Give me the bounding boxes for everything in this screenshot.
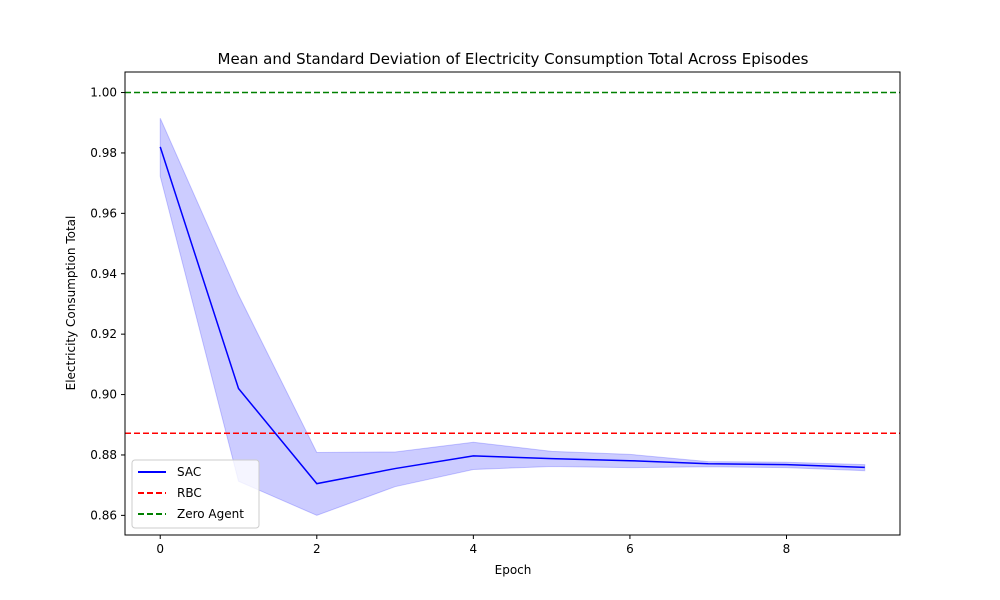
x-tick-label: 4 (470, 542, 478, 556)
legend-label-zero-agent: Zero Agent (177, 507, 244, 521)
sac-mean-line (159, 146, 865, 485)
x-tick-label: 0 (156, 542, 164, 556)
y-axis-label: Electricity Consumption Total (64, 216, 78, 391)
plot-frame (124, 71, 901, 536)
x-tick-label: 2 (313, 542, 321, 556)
legend-label-rbc: RBC (177, 486, 202, 500)
chart-title: Mean and Standard Deviation of Electrici… (218, 50, 809, 68)
y-tick-label: 0.92 (90, 327, 117, 341)
y-tick-label: 0.96 (90, 206, 117, 220)
y-tick-label: 0.88 (90, 448, 117, 462)
sac-std-band (159, 118, 866, 516)
legend: SAC RBC Zero Agent (131, 459, 260, 529)
x-axis: 0 2 4 6 8 (156, 535, 790, 556)
y-tick-label: 1.00 (90, 86, 117, 100)
x-axis-label: Epoch (495, 563, 532, 577)
x-tick-label: 8 (783, 542, 791, 556)
y-tick-label: 0.98 (90, 146, 117, 160)
y-axis: 0.86 0.88 0.90 0.92 0.94 0.96 0.98 1.00 (90, 86, 125, 522)
plot-area (125, 91, 900, 516)
legend-label-sac: SAC (177, 465, 201, 479)
x-tick-label: 6 (626, 542, 634, 556)
y-tick-label: 0.94 (90, 267, 117, 281)
legend-box (131, 459, 260, 529)
y-tick-label: 0.90 (90, 388, 117, 402)
y-tick-label: 0.86 (90, 508, 117, 522)
